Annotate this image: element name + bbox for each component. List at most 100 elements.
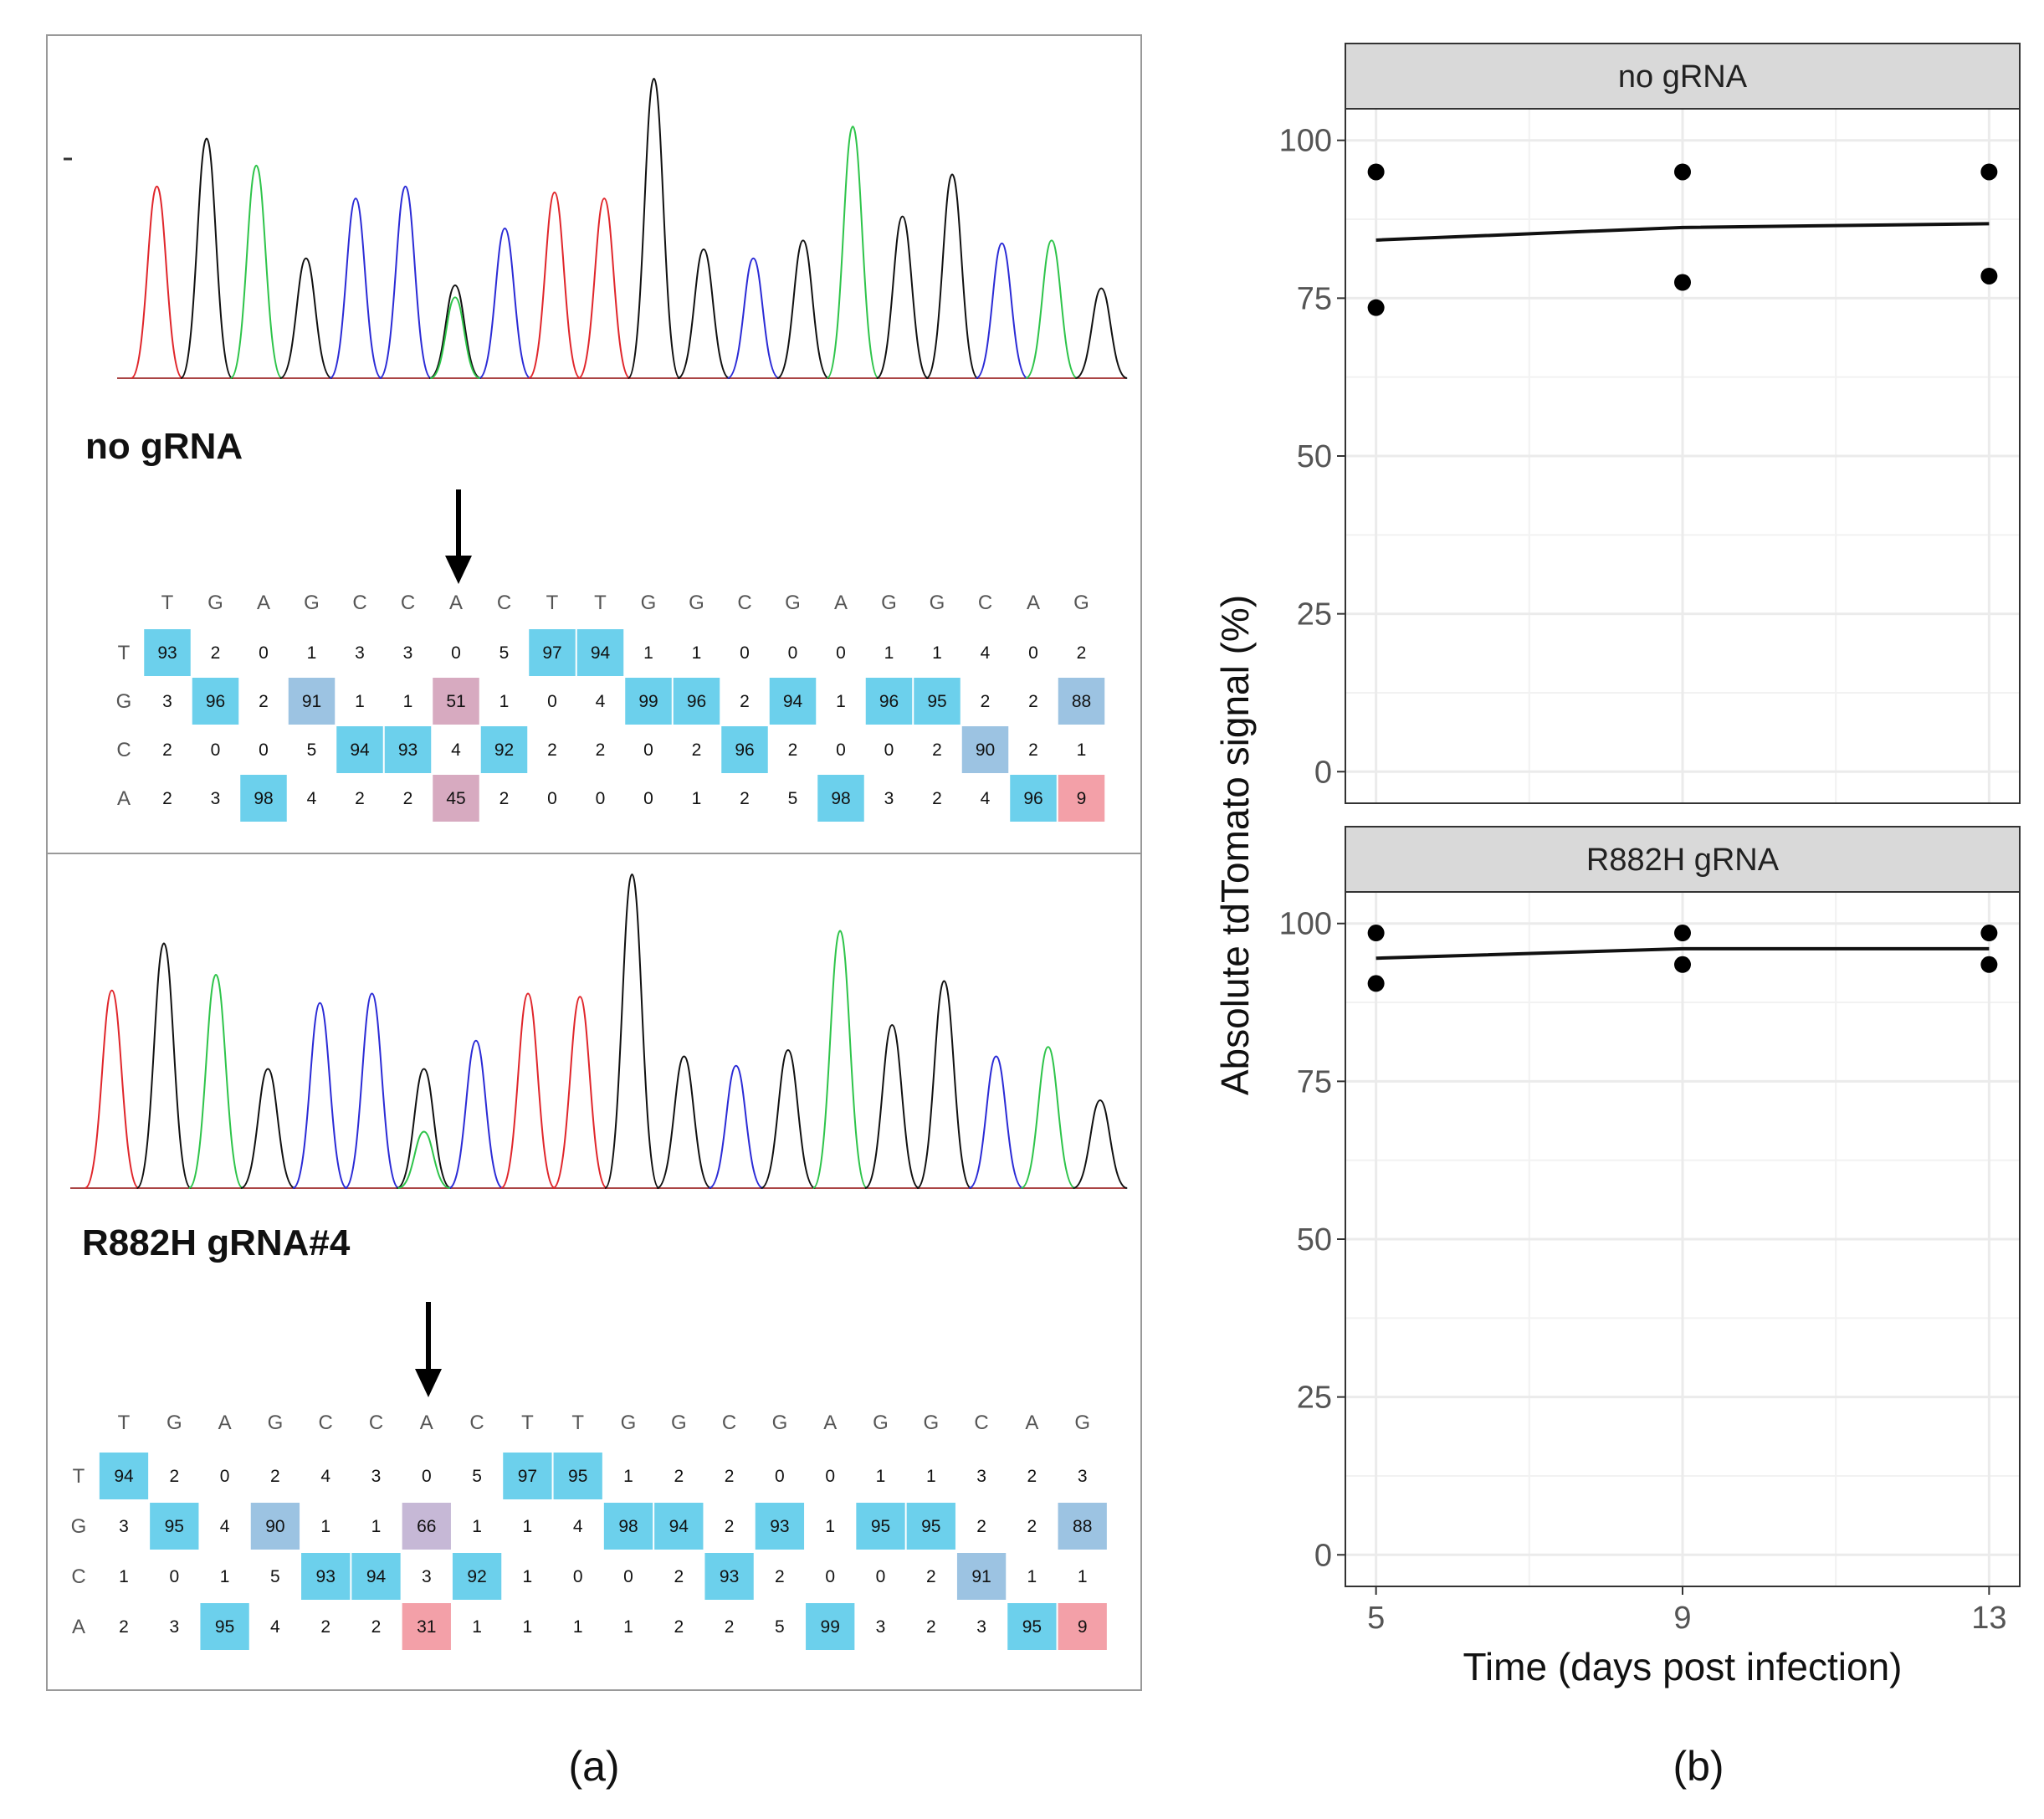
chromatogram-peak <box>1073 1099 1128 1189</box>
row-base-label: T <box>73 1465 85 1488</box>
chromatogram-peak <box>500 992 556 1189</box>
sequence-header-base: C <box>352 592 366 614</box>
data-point <box>1367 163 1385 181</box>
chromatogram-secondary-peak <box>429 296 481 379</box>
table-cell-value: 93 <box>398 740 418 760</box>
chromatogram-no-grna <box>117 77 1128 379</box>
table-cell-value: 90 <box>976 740 995 760</box>
chromatogram-peak <box>344 992 400 1189</box>
table-cell-highlight <box>402 1503 451 1550</box>
table-cell-value: 1 <box>692 789 702 808</box>
x-tick-label: 9 <box>1673 1601 1691 1636</box>
sequence-header-base: G <box>873 1412 889 1434</box>
table-cell-value: 2 <box>692 740 702 760</box>
chromatogram-peak <box>329 197 382 379</box>
table-cell-value: 2 <box>1028 692 1038 711</box>
table-cell-value: 0 <box>788 643 798 663</box>
table-cell-value: 3 <box>371 1467 382 1486</box>
sequence-header-base: G <box>1074 1412 1090 1434</box>
panel-a: no gRNA T G A G C C A C T T G G C G A G G C A GT 93 2 0 1 3 3 0 5 97… <box>46 34 1142 1790</box>
sequence-header-base: T <box>594 592 607 614</box>
table-cell-value: 2 <box>788 740 798 760</box>
table-cell-highlight <box>961 726 1009 773</box>
table-cell-value: 93 <box>720 1567 739 1586</box>
table-cell-value: 0 <box>623 1567 633 1586</box>
table-cell-value: 99 <box>821 1617 840 1637</box>
table-cell-value: 3 <box>884 789 894 808</box>
table-cell-value: 1 <box>1027 1567 1037 1586</box>
sequence-header-base: G <box>621 1412 637 1434</box>
facet-strip <box>1345 826 2021 893</box>
chromatogram-peak <box>187 973 244 1189</box>
table-cell-highlight <box>769 678 817 725</box>
row-base-label: A <box>117 787 131 810</box>
table-cell-value: 2 <box>926 1567 936 1586</box>
table-cell-value: 93 <box>770 1517 789 1536</box>
plot-area: 0 25 50 75 100 <box>1279 108 2021 804</box>
table-cell-value: 2 <box>320 1617 330 1637</box>
table-cell-value: 4 <box>981 643 991 663</box>
table-cell-value: 96 <box>879 692 899 711</box>
table-cell-value: 0 <box>211 740 221 760</box>
chromatogram-peak <box>925 173 979 379</box>
table-cell-value: 97 <box>542 643 561 663</box>
table-cell-value: 3 <box>119 1517 129 1536</box>
table-cell-highlight <box>99 1453 149 1499</box>
table-cell-value: 2 <box>1077 643 1087 663</box>
sequence-header-base: G <box>304 592 320 614</box>
table-cell-value: 1 <box>932 643 942 663</box>
chromatogram-secondary-peak <box>397 1130 451 1189</box>
table-cell-value: 2 <box>725 1467 735 1486</box>
table-cell-value: 0 <box>422 1467 432 1486</box>
table-cell-value: 2 <box>1027 1467 1037 1486</box>
sequence-header-base: T <box>571 1412 584 1434</box>
table-cell-value: 0 <box>836 643 846 663</box>
table-cell-value: 0 <box>775 1467 785 1486</box>
table-cell-value: 97 <box>518 1467 537 1486</box>
table-cell-value: 4 <box>220 1517 230 1536</box>
table-cell-value: 2 <box>725 1617 735 1637</box>
table-cell-highlight <box>576 629 624 676</box>
table-cell-highlight <box>480 726 528 773</box>
table-cell-value: 3 <box>422 1567 432 1586</box>
chromatogram-peak <box>379 185 433 379</box>
table-cell-value: 1 <box>355 692 365 711</box>
chromatogram-peak <box>180 137 233 379</box>
table-cell-value: 96 <box>687 692 706 711</box>
table-cell-value: 5 <box>307 740 317 760</box>
table-cell-value: 1 <box>825 1517 835 1536</box>
table-cell-value: 4 <box>573 1517 583 1536</box>
table-cell-highlight <box>1058 775 1105 822</box>
chromatogram-peak <box>240 1068 295 1189</box>
table-cell-highlight <box>402 1603 451 1650</box>
chromatogram-peak <box>478 227 531 379</box>
table-cell-highlight <box>503 1453 552 1499</box>
table-cell-highlight <box>200 1603 249 1650</box>
table-cell-value: 94 <box>114 1467 134 1486</box>
y-tick-label: 75 <box>1297 1064 1332 1099</box>
table-cell-value: 2 <box>119 1617 129 1637</box>
table-cell-value: 5 <box>788 789 798 808</box>
data-point <box>1367 975 1385 992</box>
row-base-label: C <box>71 1565 85 1588</box>
table-cell-value: 1 <box>472 1617 482 1637</box>
table-cell-value: 1 <box>692 643 702 663</box>
table-cell-value: 3 <box>169 1617 179 1637</box>
table-cell-value: 95 <box>215 1617 234 1637</box>
table-cell-value: 2 <box>725 1517 735 1536</box>
data-point <box>1980 163 1998 181</box>
table-cell-value: 0 <box>547 692 557 711</box>
table-cell-value: 0 <box>547 789 557 808</box>
y-tick-label: 100 <box>1279 907 1332 942</box>
table-cell-highlight <box>806 1603 855 1650</box>
panel-b-caption: (b) <box>1673 1743 1724 1790</box>
table-cell-highlight <box>1010 775 1057 822</box>
sequence-header-base: T <box>521 1412 534 1434</box>
sequence-header-base: C <box>319 1412 333 1434</box>
sequence-header-base: G <box>930 592 945 614</box>
table-cell-value: 4 <box>981 789 991 808</box>
table-cell-highlight <box>433 775 479 822</box>
chromatogram-peak <box>656 1055 712 1189</box>
chromatogram-peak <box>552 996 608 1189</box>
